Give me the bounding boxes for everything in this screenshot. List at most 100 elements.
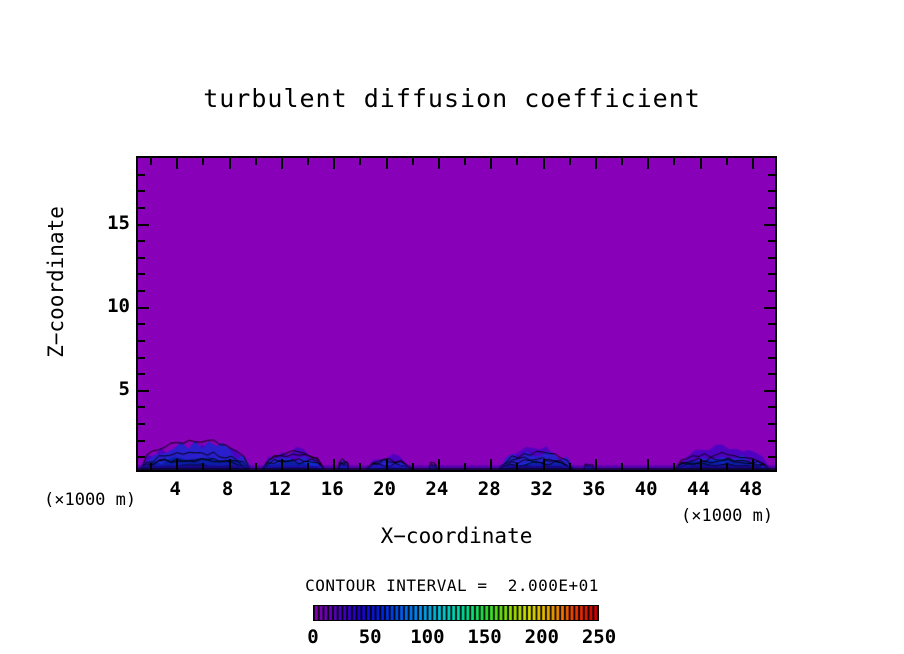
x-top-tick — [568, 158, 571, 165]
y-minor-tick — [138, 373, 145, 376]
y-minor-tick — [138, 456, 145, 459]
y-minor-tick — [138, 290, 145, 293]
x-top-tick — [725, 158, 728, 165]
x-top-tick — [385, 158, 388, 169]
x-top-tick — [516, 158, 519, 165]
y-right-tick — [768, 356, 775, 359]
colorbar-tick-label: 50 — [358, 626, 382, 648]
y-minor-tick — [138, 439, 145, 442]
y-right-tick — [768, 256, 775, 259]
y-minor-tick — [138, 423, 145, 426]
y-minor-tick — [138, 240, 145, 243]
y-axis-unit-label: (×1000 m) — [44, 490, 137, 510]
x-tick-label: 16 — [320, 478, 344, 500]
page-title: turbulent diffusion coefficient — [203, 84, 701, 113]
x-tick-label: 36 — [582, 478, 606, 500]
x-major-tick — [228, 459, 231, 470]
x-axis-title: X−coordinate — [380, 524, 533, 548]
x-top-tick — [359, 158, 362, 165]
colorbar-tick-labels: 0 50 100 150 200 250 — [307, 626, 616, 652]
x-tick-label: 40 — [634, 478, 658, 500]
contour-interval-label: CONTOUR INTERVAL = 2.000E+01 — [305, 576, 599, 595]
x-tick-label: 44 — [687, 478, 710, 500]
x-tick-label: 8 — [221, 478, 234, 500]
x-major-tick — [176, 459, 179, 470]
colorbar-tick-label: 100 — [410, 626, 445, 648]
x-major-tick — [751, 459, 754, 470]
y-right-tick — [768, 373, 775, 376]
y-right-tick — [768, 456, 775, 459]
x-top-tick — [333, 158, 336, 169]
y-minor-tick — [138, 323, 145, 326]
x-top-tick — [254, 158, 257, 165]
x-minor-tick — [411, 463, 414, 470]
x-minor-tick — [568, 463, 571, 470]
y-major-tick — [138, 306, 149, 309]
y-tick-label: 5 — [118, 377, 130, 400]
y-right-tick — [768, 273, 775, 276]
x-top-tick — [437, 158, 440, 169]
x-top-tick — [228, 158, 231, 169]
y-right-tick — [768, 190, 775, 193]
y-major-tick — [138, 389, 149, 392]
x-minor-tick — [359, 463, 362, 470]
x-top-tick — [307, 158, 310, 165]
x-minor-tick — [516, 463, 519, 470]
y-tick-label: 10 — [107, 294, 130, 317]
x-top-tick — [751, 158, 754, 169]
x-minor-tick — [464, 463, 467, 470]
y-minor-tick — [138, 256, 145, 259]
x-top-tick — [699, 158, 702, 169]
x-top-tick — [621, 158, 624, 165]
y-minor-tick — [138, 206, 145, 209]
x-major-tick — [333, 459, 336, 470]
y-right-tick — [764, 306, 775, 309]
y-axis-ticks: 5 10 15 — [78, 156, 130, 472]
y-right-tick — [768, 206, 775, 209]
x-major-tick — [280, 459, 283, 470]
y-major-tick — [138, 223, 149, 226]
y-right-tick — [764, 389, 775, 392]
x-top-tick — [150, 158, 153, 165]
plot-area — [136, 156, 777, 472]
x-top-tick — [464, 158, 467, 165]
colorbar-gradient — [314, 606, 598, 620]
x-tick-label: 28 — [477, 478, 501, 500]
x-top-tick — [542, 158, 545, 169]
colorbar-tick-label: 150 — [467, 626, 502, 648]
y-axis-title: Z−coordinate — [44, 206, 68, 358]
colorbar — [313, 605, 599, 621]
x-minor-tick — [621, 463, 624, 470]
x-major-tick — [594, 459, 597, 470]
x-major-tick — [699, 459, 702, 470]
x-minor-tick — [673, 463, 676, 470]
x-minor-tick — [202, 463, 205, 470]
x-top-tick — [202, 158, 205, 165]
x-major-tick — [385, 459, 388, 470]
y-right-tick — [768, 173, 775, 176]
x-tick-label: 12 — [268, 478, 292, 500]
x-tick-label: 20 — [373, 478, 396, 500]
y-right-tick — [768, 406, 775, 409]
y-right-tick — [768, 240, 775, 243]
y-right-tick — [768, 290, 775, 293]
heatmap-field — [138, 158, 775, 470]
x-tick-label: 32 — [530, 478, 553, 500]
y-minor-tick — [138, 173, 145, 176]
y-minor-tick — [138, 190, 145, 193]
x-top-tick — [647, 158, 650, 169]
y-minor-tick — [138, 273, 145, 276]
x-tick-label: 48 — [739, 478, 763, 500]
colorbar-tick-label: 0 — [307, 626, 319, 648]
colorbar-tick-label: 250 — [581, 626, 617, 648]
x-top-tick — [411, 158, 414, 165]
x-top-tick — [280, 158, 283, 169]
x-minor-tick — [725, 463, 728, 470]
x-top-tick — [673, 158, 676, 165]
y-minor-tick — [138, 339, 145, 342]
x-top-tick — [490, 158, 493, 169]
x-top-tick — [594, 158, 597, 169]
y-right-tick — [768, 323, 775, 326]
x-minor-tick — [254, 463, 257, 470]
y-right-tick — [768, 339, 775, 342]
